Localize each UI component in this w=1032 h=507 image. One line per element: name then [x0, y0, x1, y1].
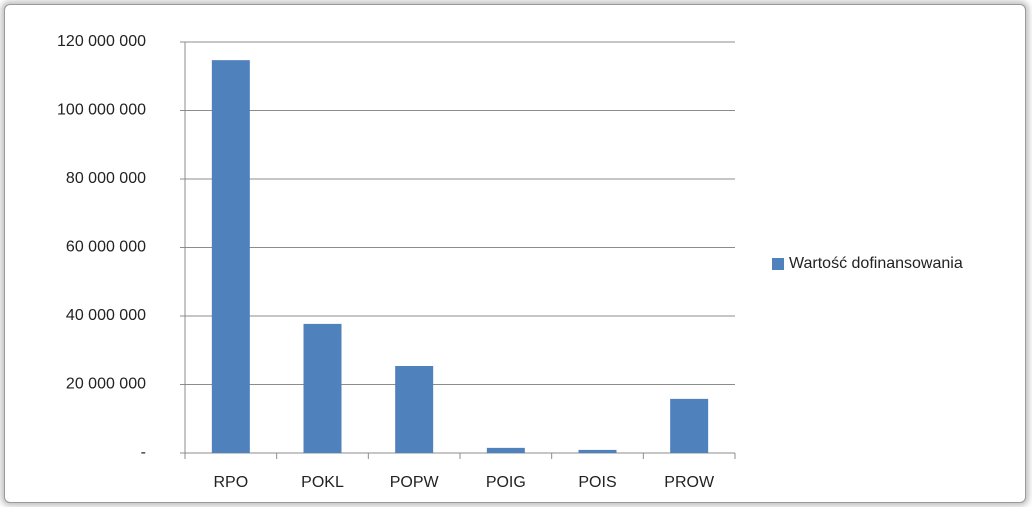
x-tick-label: POIS [578, 474, 616, 491]
bar [303, 323, 342, 453]
x-tick-label: RPO [213, 474, 248, 491]
bar [486, 447, 525, 453]
x-tick-label: POIG [486, 474, 526, 491]
y-tick-label: 80 000 000 [66, 170, 146, 187]
y-tick-label: 40 000 000 [66, 307, 146, 324]
legend-swatch [772, 258, 784, 270]
y-tick-label: - [141, 444, 146, 461]
x-tick-label: PROW [664, 474, 715, 491]
chart-frame [4, 4, 1026, 503]
x-tick-label: POPW [390, 474, 440, 491]
legend-label: Wartość dofinansowania [789, 255, 963, 272]
y-tick-label: 100 000 000 [57, 102, 146, 119]
bar [395, 366, 434, 453]
y-tick-label: 20 000 000 [66, 376, 146, 393]
bar [670, 398, 709, 453]
y-tick-label: 120 000 000 [57, 33, 146, 50]
y-tick-label: 60 000 000 [66, 239, 146, 256]
bar [578, 449, 617, 453]
bar [211, 60, 250, 454]
x-tick-label: POKL [301, 474, 344, 491]
